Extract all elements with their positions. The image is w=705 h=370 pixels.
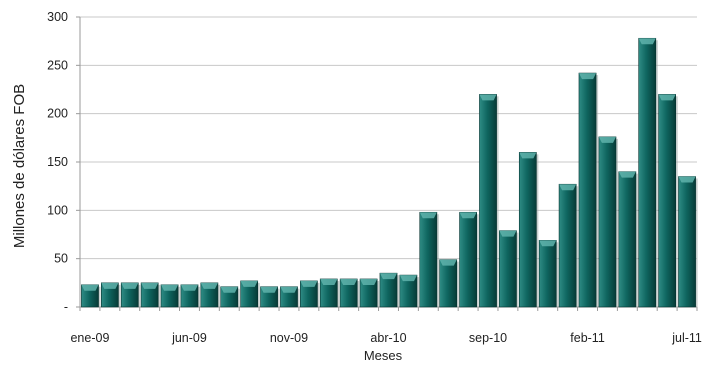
- bar-bevel: [260, 286, 278, 293]
- bar: [598, 136, 618, 308]
- bar: [280, 286, 300, 308]
- bar: [399, 274, 419, 308]
- bar-bevel: [240, 280, 258, 287]
- bar: [300, 280, 320, 308]
- bar: [538, 240, 559, 308]
- bar: [379, 272, 400, 308]
- bar: [260, 286, 280, 308]
- bar-bevel: [658, 94, 676, 101]
- bar-bevel: [200, 282, 218, 289]
- bar: [419, 211, 439, 308]
- bar-bevel: [578, 73, 597, 80]
- y-tick-label: 200: [47, 107, 68, 121]
- bar: [100, 282, 121, 308]
- bar: [578, 72, 599, 308]
- x-tick-label: jul-11: [671, 331, 702, 345]
- x-tick-label: nov-09: [270, 331, 308, 345]
- x-tick-label: ene-09: [70, 331, 109, 345]
- bar-bevel: [320, 278, 338, 285]
- bar-bevel: [180, 284, 199, 291]
- bar: [339, 278, 360, 308]
- bar-bevel: [439, 259, 457, 266]
- bar-bevel: [379, 273, 398, 280]
- bar-bevel: [559, 184, 577, 191]
- bar-bevel: [101, 282, 119, 289]
- bar: [140, 282, 161, 308]
- bar-bevel: [419, 212, 437, 219]
- bar-bevel: [638, 38, 656, 45]
- bar-body: [439, 259, 458, 308]
- y-tick-label: 300: [47, 10, 68, 24]
- bar-bevel: [300, 280, 318, 287]
- bar: [558, 183, 579, 308]
- bar: [658, 94, 678, 308]
- bar: [618, 171, 638, 308]
- bar: [678, 176, 698, 308]
- y-tick-labels: - 50 100 150 200 250 300: [47, 10, 68, 314]
- y-tick-label: 250: [47, 58, 68, 72]
- bar: [479, 94, 499, 308]
- bar-body: [578, 72, 597, 308]
- bar-body: [419, 211, 438, 308]
- bar-bevel: [399, 275, 417, 282]
- bar-body: [499, 230, 517, 308]
- x-tick-label: jun-09: [171, 331, 207, 345]
- bar-body: [658, 94, 677, 308]
- bar-bevel: [459, 212, 477, 219]
- bars: [81, 37, 698, 308]
- bar: [200, 282, 220, 308]
- bar-body: [618, 171, 637, 308]
- bar-body: [459, 211, 477, 308]
- bar-bevel: [479, 94, 497, 101]
- bar-bevel: [220, 286, 238, 293]
- x-tick-label: abr-10: [370, 331, 406, 345]
- y-tick-label: 150: [47, 155, 68, 169]
- bar: [518, 152, 539, 308]
- bar: [220, 286, 240, 308]
- bar: [638, 37, 658, 308]
- bar-body: [518, 152, 537, 308]
- bar: [160, 284, 181, 308]
- bar-bevel: [360, 278, 378, 285]
- bar: [81, 284, 101, 308]
- bar-body: [638, 37, 657, 308]
- bar: [359, 278, 380, 308]
- bar: [459, 211, 479, 308]
- bar-bevel: [598, 136, 616, 143]
- bar: [120, 282, 141, 308]
- bar: [319, 278, 340, 308]
- x-axis-title: Meses: [364, 348, 403, 363]
- bar-bevel: [280, 286, 298, 293]
- y-tick-label: 50: [54, 252, 68, 266]
- bar: [439, 259, 459, 308]
- bar: [240, 280, 260, 308]
- x-tick-labels: ene-09 jun-09 nov-09 abr-10 sep-10 feb-11 jul-…: [70, 331, 701, 345]
- x-tick-label: sep-10: [469, 331, 507, 345]
- bar-bevel: [340, 278, 358, 285]
- bar-body: [558, 183, 577, 308]
- bar-bevel: [539, 240, 557, 247]
- bar-bevel: [499, 230, 517, 237]
- bar-bevel: [81, 284, 99, 291]
- bar-bevel: [161, 284, 179, 291]
- bar-body: [479, 94, 497, 308]
- y-tick-label: -: [64, 300, 68, 314]
- bar-body: [538, 240, 557, 308]
- bar-body: [598, 136, 617, 308]
- bar-bevel: [121, 282, 139, 289]
- x-tick-label: feb-11: [570, 331, 605, 345]
- bar-body: [678, 176, 696, 308]
- bar-bevel: [141, 282, 159, 289]
- y-tick-label: 100: [47, 203, 68, 217]
- bar: [499, 230, 519, 308]
- bar-bevel: [618, 171, 636, 178]
- bar: [180, 284, 201, 308]
- bar-bevel: [678, 176, 696, 183]
- bar-bevel: [519, 152, 537, 159]
- y-axis-title: Millones de dólares FOB: [11, 84, 28, 248]
